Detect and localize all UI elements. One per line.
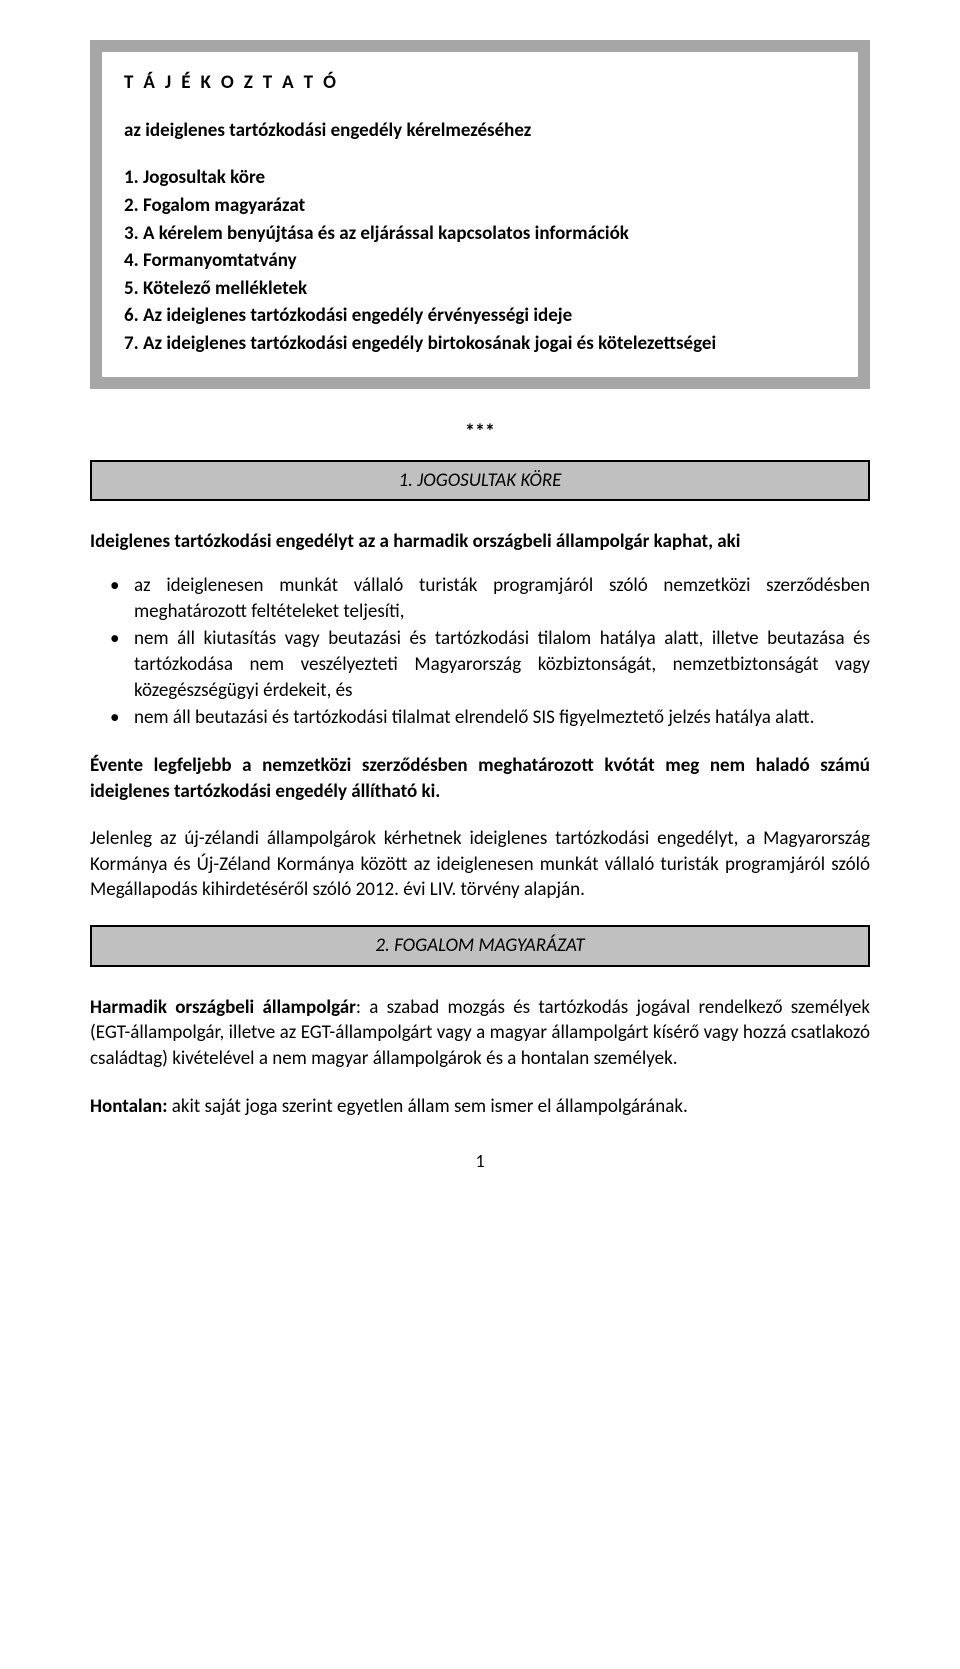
quota-paragraph: Évente legfeljebb a nemzetközi szerződés… <box>90 753 870 804</box>
box-subtitle: az ideiglenes tartózkodási engedély kére… <box>124 118 836 144</box>
eligibility-list: az ideiglenesen munkát vállaló turisták … <box>90 573 870 731</box>
list-item: az ideiglenesen munkát vállaló turisták … <box>134 573 870 624</box>
definition-harmadik: Harmadik országbeli állampolgár: a szaba… <box>90 995 870 1072</box>
toc-item: 1. Jogosultak köre <box>124 165 836 191</box>
definition-text: akit saját joga szerint egyetlen állam s… <box>167 1095 687 1118</box>
section-1-intro: Ideiglenes tartózkodási engedélyt az a h… <box>90 529 870 555</box>
info-box: T Á J É K O Z T A T Ó az ideiglenes tart… <box>90 40 870 389</box>
toc-item: 7. Az ideiglenes tartózkodási engedély b… <box>124 331 836 357</box>
current-paragraph: Jelenleg az új-zélandi állampolgárok kér… <box>90 826 870 903</box>
list-item: nem áll beutazási és tartózkodási tilalm… <box>134 705 870 731</box>
box-title: T Á J É K O Z T A T Ó <box>124 70 836 96</box>
toc-item: 5. Kötelező mellékletek <box>124 276 836 302</box>
definition-hontalan: Hontalan: akit saját joga szerint egyetl… <box>90 1094 870 1120</box>
section-2-heading: 2. FOGALOM MAGYARÁZAT <box>90 925 870 967</box>
toc-item: 4. Formanyomtatvány <box>124 248 836 274</box>
page-number: 1 <box>90 1149 870 1173</box>
list-item: nem áll kiutasítás vagy beutazási és tar… <box>134 626 870 703</box>
separator-stars: *** <box>90 419 870 446</box>
section-1-heading: 1. JOGOSULTAK KÖRE <box>90 460 870 502</box>
toc-item: 2. Fogalom magyarázat <box>124 193 836 219</box>
definition-label: Hontalan: <box>90 1095 167 1118</box>
toc-item: 3. A kérelem benyújtása és az eljárással… <box>124 221 836 247</box>
toc-item: 6. Az ideiglenes tartózkodási engedély é… <box>124 303 836 329</box>
definition-label: Harmadik országbeli állampolgár <box>90 996 356 1019</box>
